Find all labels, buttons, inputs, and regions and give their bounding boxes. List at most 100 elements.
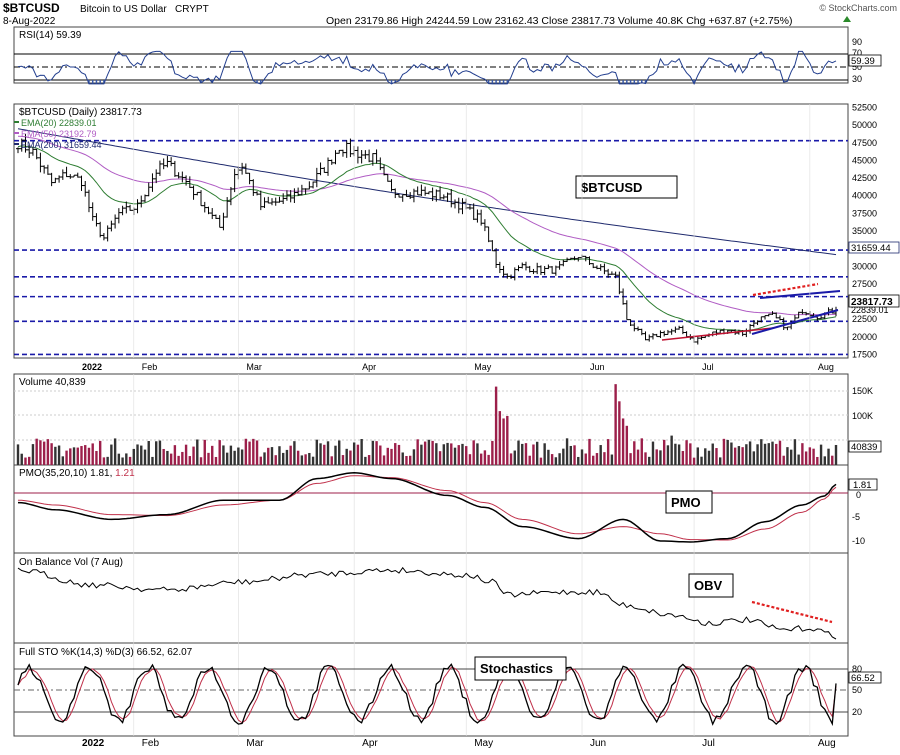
volume-bar <box>132 448 135 465</box>
price-bar <box>277 196 282 203</box>
volume-bar <box>823 456 826 465</box>
volume-bar <box>319 443 322 465</box>
month-label: Jun <box>590 362 605 372</box>
volume-bar <box>274 455 277 465</box>
volume-bar <box>498 411 502 465</box>
upper-channel-line <box>759 290 841 299</box>
volume-bar <box>248 441 251 465</box>
ema50-legend: EMA(50) 23192.79 <box>21 129 97 139</box>
ema20-legend: EMA(20) 22839.01 <box>21 118 97 128</box>
date-label: 8-Aug-2022 <box>3 16 56 27</box>
price-bar <box>475 209 480 223</box>
volume-bar <box>636 449 640 465</box>
obv-dotted-line <box>751 600 833 624</box>
volume-bar <box>169 453 173 465</box>
volume-bar <box>771 441 774 465</box>
volume-bar <box>707 450 711 465</box>
price-bar <box>426 191 431 195</box>
price-bar <box>45 164 50 175</box>
month-label: 2022 <box>82 738 105 749</box>
volume-bar <box>599 445 602 465</box>
symbol-label: $BTCUSD <box>3 1 60 15</box>
volume-bar <box>465 446 468 465</box>
volume-bar <box>233 450 236 465</box>
month-label: May <box>474 738 493 749</box>
price-bar <box>766 313 771 317</box>
price-bar <box>258 190 263 211</box>
volume-bar <box>741 447 744 465</box>
price-bar <box>658 330 663 339</box>
price-bar <box>796 311 801 319</box>
month-label: Jul <box>702 738 715 749</box>
volume-bar <box>834 444 838 465</box>
price-bar <box>751 320 756 328</box>
price-bar <box>146 182 151 197</box>
volume-bar <box>326 441 330 465</box>
sto-tick: 20 <box>852 707 862 717</box>
price-bar <box>609 271 614 275</box>
volume-bar <box>689 443 692 465</box>
month-label: Aug <box>818 738 836 749</box>
price-bar <box>86 189 91 213</box>
volume-tag <box>848 440 882 453</box>
volume-bar <box>293 441 296 465</box>
price-bar <box>617 271 622 295</box>
pmo-line <box>17 472 837 543</box>
volume-bar <box>91 443 94 465</box>
volume-bar <box>517 440 520 465</box>
volume-bar <box>528 455 531 465</box>
volume-bar <box>420 444 423 465</box>
sto-callout-text: Stochastics <box>480 661 553 676</box>
volume-bar <box>562 448 565 465</box>
price-bar <box>441 194 446 200</box>
price-bar <box>516 265 521 272</box>
price-bar <box>415 186 420 196</box>
price-bar <box>456 197 461 214</box>
price-bar <box>337 149 342 154</box>
volume-bar <box>244 438 248 465</box>
price-bar <box>643 331 648 341</box>
price-bar <box>695 336 700 345</box>
pmo-tick: 0 <box>856 490 861 500</box>
price-bar <box>210 208 215 220</box>
price-bar <box>650 333 655 340</box>
month-label: Feb <box>142 738 160 749</box>
ema200-tag <box>848 241 900 254</box>
horizontal-levels <box>14 139 848 356</box>
price-bar <box>98 221 103 238</box>
price-bar <box>546 264 551 270</box>
volume-bar <box>722 438 726 465</box>
volume-bar <box>827 448 830 465</box>
pmo-callout-text: PMO <box>671 495 701 510</box>
price-bar <box>542 266 547 276</box>
volume-bar <box>532 444 535 465</box>
price-bar <box>561 259 566 267</box>
volume-bar <box>502 418 505 465</box>
volume-bar <box>356 444 360 465</box>
volume-bar <box>808 447 812 465</box>
price-bar <box>800 309 805 315</box>
price-bar <box>509 274 514 279</box>
price-bar <box>370 153 375 166</box>
price-axis: 52500 50000 47500 45000 42500 40000 37500 35000… <box>852 103 877 360</box>
price-bar <box>314 167 319 188</box>
obv-callout-text: OBV <box>694 578 723 593</box>
price-bar <box>505 273 510 279</box>
volume-bar <box>696 447 699 465</box>
volume-bar <box>487 454 490 465</box>
price-bar <box>744 328 749 338</box>
volume-bar <box>136 444 139 465</box>
price-tick: 30000 <box>852 261 877 271</box>
price-bar <box>497 261 502 274</box>
ema50-line <box>17 135 837 316</box>
price-bar <box>124 201 129 214</box>
volume-bar <box>491 440 494 465</box>
volume-bar <box>681 451 685 465</box>
price-bar <box>64 166 69 178</box>
volume-bar <box>584 453 587 465</box>
volume-bar <box>435 443 438 465</box>
volume-bar <box>281 452 285 465</box>
volume-bar <box>87 447 91 465</box>
volume-bar <box>218 440 221 465</box>
price-bar <box>531 268 536 275</box>
